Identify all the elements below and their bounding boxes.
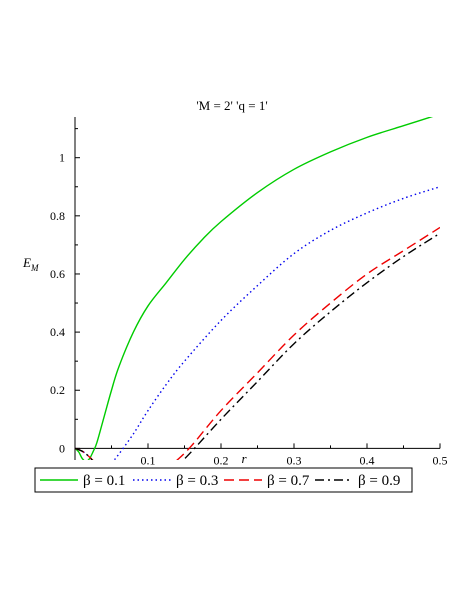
y-tick-label: 0.8 (50, 209, 65, 223)
legend: β = 0.1 β = 0.3 β = 0.7 β = 0.9 (34, 467, 413, 493)
legend-box (34, 467, 413, 493)
x-tick-label: 0.1 (141, 453, 156, 467)
chart-title: 'M = 2' 'q = 1' (196, 98, 267, 113)
x-tick-label: 0.4 (360, 453, 375, 467)
series-layer (75, 117, 440, 460)
y-axis-title: EM (22, 255, 39, 273)
legend-label-3: β = 0.7 (267, 473, 310, 489)
y-tick-label: 0.4 (50, 325, 65, 339)
legend-label-1: β = 0.1 (83, 473, 125, 489)
series-line-4 (75, 232, 440, 460)
axes: 0.1 0.2 0.3 0.4 0.5 0 0.2 0.4 0.6 0.8 1 (50, 117, 448, 467)
series-line-1 (75, 117, 434, 460)
legend-label-2: β = 0.3 (176, 473, 218, 489)
series-line-2 (75, 186, 440, 460)
x-axis-title: r (241, 451, 247, 466)
x-tick-label: 0.5 (433, 453, 448, 467)
y-tick-label: 0.2 (50, 383, 65, 397)
x-tick-label: 0.3 (287, 453, 302, 467)
y-axis-title-main: E (22, 255, 31, 270)
y-tick-label: 0.6 (50, 267, 65, 281)
x-tick-label: 0.2 (214, 453, 229, 467)
y-tick-label: 0 (59, 441, 65, 455)
legend-label-4: β = 0.9 (358, 473, 400, 489)
y-tick-label: 1 (59, 151, 65, 165)
y-axis-title-sub: M (30, 263, 39, 273)
